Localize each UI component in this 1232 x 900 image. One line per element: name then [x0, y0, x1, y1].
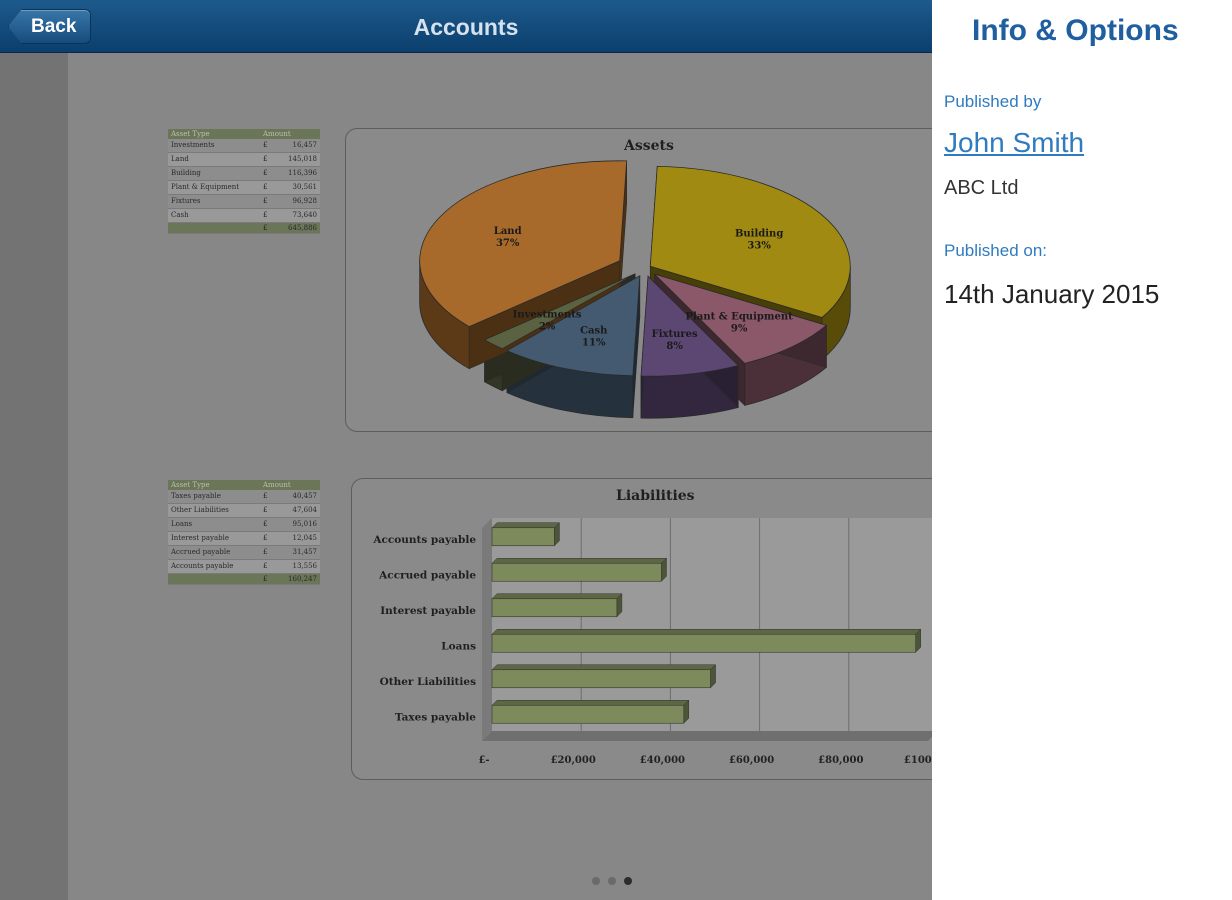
bar-other-liabilities	[491, 669, 711, 689]
pie-slice-investments	[483, 273, 636, 350]
plot-area	[492, 518, 932, 731]
info-options-panel: Info & Options Published by John Smith A…	[932, 0, 1232, 900]
pie-percent-label: 2%	[539, 322, 556, 333]
back-button[interactable]: Back	[8, 9, 92, 44]
company-name: ABC Ltd	[944, 177, 1019, 199]
assets-table-row: Plant & Equipment £30,561	[168, 181, 320, 195]
y-category-label: Taxes payable	[395, 711, 476, 723]
liabilities-table: Asset Type Amount Taxes payable £40,457 Othe…	[168, 480, 320, 585]
pie-percent-label: 37%	[496, 238, 520, 249]
x-tick-label: £40,000	[640, 755, 685, 766]
liabilities-table-row: Taxes payable £40,457	[168, 490, 320, 504]
liabilities-chart-title: Liabilities	[616, 488, 695, 504]
bar-top	[491, 664, 717, 670]
liabilities-table-header: Asset Type Amount	[168, 480, 320, 490]
liabilities-table-row: Other Liabilities £47,604	[168, 504, 320, 518]
assets-table-row: Fixtures £96,928	[168, 195, 320, 209]
y-category-label: Other Liabilities	[380, 676, 477, 688]
y-category-label: Accounts payable	[372, 534, 476, 546]
bar-taxes-payable	[491, 704, 685, 724]
x-tick-label: £-	[478, 755, 489, 766]
navigation-bar: Back Accounts	[0, 0, 932, 53]
page-title: Accounts	[413, 14, 519, 40]
liabilities-table-row: Interest payable £12,045	[168, 532, 320, 546]
assets-table-row: Investments £16,457	[168, 139, 320, 153]
pie-slice-land	[419, 160, 628, 328]
plot-wall	[482, 518, 492, 741]
pie-slice-building	[649, 165, 851, 318]
assets-table-row: Building £116,396	[168, 167, 320, 181]
bar-top	[491, 593, 623, 599]
assets-table-header: Asset Type Amount	[168, 129, 320, 139]
page-dot[interactable]	[608, 877, 616, 885]
pie-slice-plant-equipment	[654, 273, 828, 364]
pie-percent-label: 33%	[747, 241, 771, 252]
author-link[interactable]: John Smith	[944, 127, 1085, 158]
bar-top	[491, 522, 561, 528]
bar-loans	[491, 633, 917, 653]
pie-percent-label: 8%	[666, 341, 683, 352]
x-tick-label: £80,000	[818, 755, 863, 766]
x-tick-label: £20,000	[551, 755, 596, 766]
plot-floor	[482, 731, 932, 741]
bar-top	[491, 629, 922, 635]
x-tick-label: £100,000	[904, 755, 932, 766]
pie-percent-label: 11%	[582, 337, 606, 348]
pie-label: Cash	[580, 325, 608, 336]
pie-percent-label: 9%	[731, 323, 748, 334]
bar-accrued-payable	[491, 562, 662, 582]
pie-label: Plant & Equipment	[686, 311, 794, 322]
x-tick-label: £60,000	[729, 755, 774, 766]
pie-label: Building	[735, 229, 783, 240]
bar-top	[491, 558, 668, 564]
assets-table-row: Land £145,018	[168, 153, 320, 167]
liabilities-table-row: Accounts payable £13,556	[168, 560, 320, 574]
published-on-label: Published on:	[944, 241, 1048, 260]
bar-accounts-payable	[491, 527, 555, 547]
assets-table-row: Cash £73,640	[168, 209, 320, 223]
y-category-label: Accrued payable	[378, 569, 476, 581]
assets-chart-title: Assets	[624, 138, 674, 154]
y-category-label: Interest payable	[380, 605, 476, 617]
bar-interest-payable	[491, 598, 618, 618]
pie-slice-fixtures	[640, 275, 739, 377]
assets-table-total: £645,886	[168, 223, 320, 234]
assets-table: Asset Type Amount Investments £16,457 Land £1…	[168, 129, 320, 234]
pie-label: Land	[494, 226, 522, 237]
page-indicator[interactable]	[592, 877, 632, 885]
pie-label: Investments	[513, 310, 582, 321]
y-category-label: Loans	[441, 640, 476, 652]
liabilities-table-row: Loans £95,016	[168, 518, 320, 532]
pie-slice-cash	[506, 275, 641, 377]
left-gutter	[0, 53, 68, 900]
liabilities-table-row: Accrued payable £31,457	[168, 546, 320, 560]
page-dot[interactable]	[592, 877, 600, 885]
liabilities-bar-chart: £- £20,000 £40,000 £60,000 £80,000 £100,000 Ac…	[372, 518, 932, 766]
published-by-label: Published by	[944, 92, 1042, 111]
published-date: 14th January 2015	[944, 279, 1160, 309]
page-dot[interactable]	[624, 877, 632, 885]
panel-title: Info & Options	[972, 14, 1179, 47]
bar-top	[491, 700, 690, 706]
liabilities-table-total: £160,247	[168, 574, 320, 585]
pie-label: Fixtures	[652, 329, 698, 340]
